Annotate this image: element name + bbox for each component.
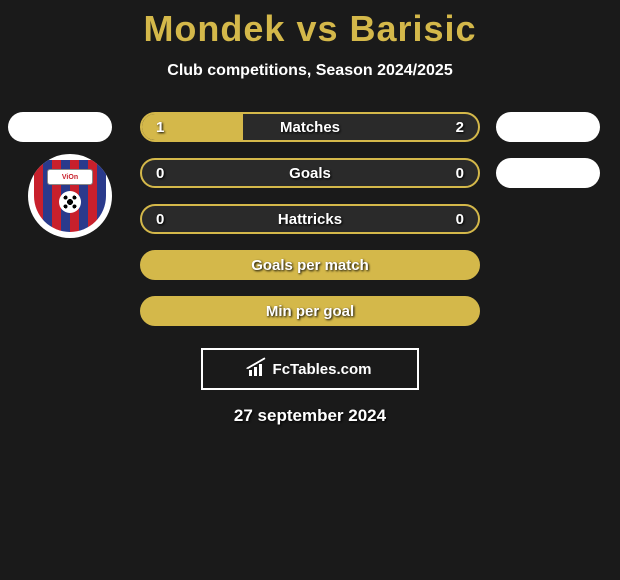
- club-right-placeholder-oval: [496, 158, 600, 188]
- infographic-container: Mondek vs Barisic Club competitions, Sea…: [0, 0, 620, 426]
- stat-label: Goals: [142, 165, 478, 182]
- stat-value-right: 0: [456, 165, 464, 182]
- stat-value-right: 0: [456, 211, 464, 228]
- player-left-placeholder-oval: [8, 112, 112, 142]
- stat-label: Goals per match: [142, 257, 478, 274]
- stat-pill-matches: 1 Matches 2: [140, 112, 480, 142]
- stat-row: Min per goal: [0, 288, 620, 334]
- chart-icon: [249, 362, 267, 376]
- club-plaque: ViOn: [47, 169, 93, 185]
- watermark: FcTables.com: [201, 348, 419, 390]
- stat-pill-gpm: Goals per match: [140, 250, 480, 280]
- watermark-suffix: Tables.com: [290, 361, 371, 378]
- stat-pill-hattricks: 0 Hattricks 0: [140, 204, 480, 234]
- stat-label: Min per goal: [142, 303, 478, 320]
- stat-value-right: 2: [456, 119, 464, 136]
- player-right-placeholder-oval: [496, 112, 600, 142]
- stat-row: 1 Matches 2: [0, 104, 620, 150]
- stat-label: Hattricks: [142, 211, 478, 228]
- stat-pill-mpg: Min per goal: [140, 296, 480, 326]
- page-title: Mondek vs Barisic: [0, 8, 620, 50]
- stat-row: Goals per match: [0, 242, 620, 288]
- date-text: 27 september 2024: [0, 406, 620, 426]
- subtitle: Club competitions, Season 2024/2025: [0, 62, 620, 80]
- stat-row: ViOn 0 Goals 0: [0, 150, 620, 196]
- watermark-text: FcTables.com: [273, 361, 372, 378]
- stat-pill-goals: 0 Goals 0: [140, 158, 480, 188]
- watermark-prefix: Fc: [273, 361, 291, 378]
- stat-row: 0 Hattricks 0: [0, 196, 620, 242]
- stat-label: Matches: [142, 119, 478, 136]
